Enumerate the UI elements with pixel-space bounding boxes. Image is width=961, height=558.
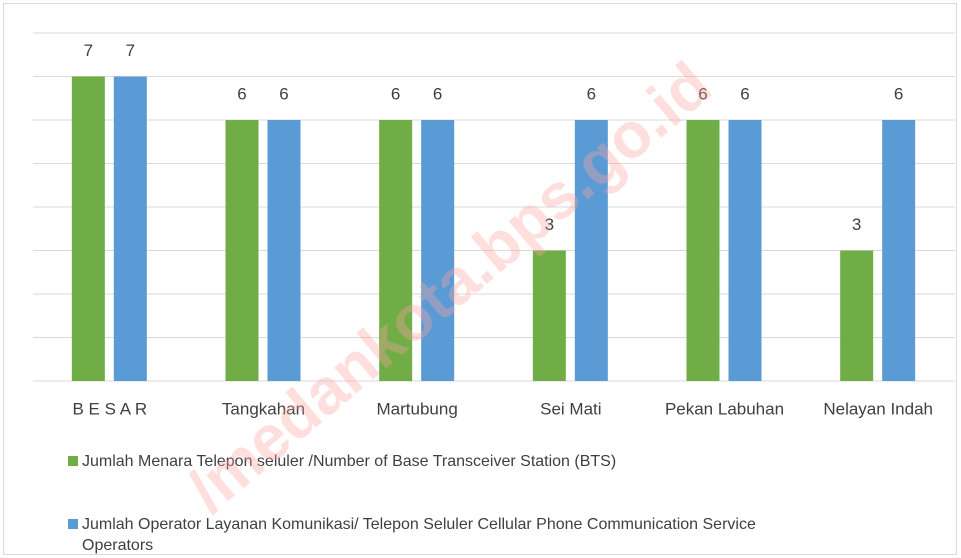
legend-item: Jumlah Menara Telepon seluler /Number of… xyxy=(68,451,768,472)
bar xyxy=(379,120,413,381)
legend-label: Jumlah Menara Telepon seluler /Number of… xyxy=(82,453,617,470)
data-label: 6 xyxy=(740,84,749,103)
bar xyxy=(113,76,147,381)
legend-swatch xyxy=(68,456,78,466)
bar xyxy=(728,120,762,381)
bar xyxy=(532,250,566,381)
bar xyxy=(882,120,916,381)
data-label: 6 xyxy=(587,84,596,103)
data-label: 6 xyxy=(433,84,442,103)
data-label: 3 xyxy=(852,215,861,234)
legend-item: Jumlah Operator Layanan Komunikasi/ Tele… xyxy=(68,514,782,556)
bar xyxy=(267,120,301,381)
bar xyxy=(421,120,455,381)
data-label: 7 xyxy=(126,41,135,60)
data-label: 6 xyxy=(237,84,246,103)
x-tick-label: Tangkahan xyxy=(222,399,305,418)
bar xyxy=(71,76,105,381)
data-label: 6 xyxy=(894,84,903,103)
legend-label: Jumlah Operator Layanan Komunikasi/ Tele… xyxy=(82,516,756,554)
data-label: 6 xyxy=(391,84,400,103)
x-tick-label: Martubung xyxy=(377,399,458,418)
data-label: 6 xyxy=(698,84,707,103)
chart-border xyxy=(3,3,957,555)
bar xyxy=(225,120,259,381)
bar xyxy=(574,120,608,381)
bar xyxy=(840,250,874,381)
bar xyxy=(686,120,720,381)
x-tick-label: B E S A R xyxy=(73,399,148,418)
x-tick-label: Nelayan Indah xyxy=(823,399,933,418)
data-label: 7 xyxy=(84,41,93,60)
data-label: 3 xyxy=(545,215,554,234)
data-label: 6 xyxy=(279,84,288,103)
legend-swatch xyxy=(68,519,78,529)
x-tick-label: Sei Mati xyxy=(540,399,601,418)
x-tick-label: Pekan Labuhan xyxy=(665,399,784,418)
